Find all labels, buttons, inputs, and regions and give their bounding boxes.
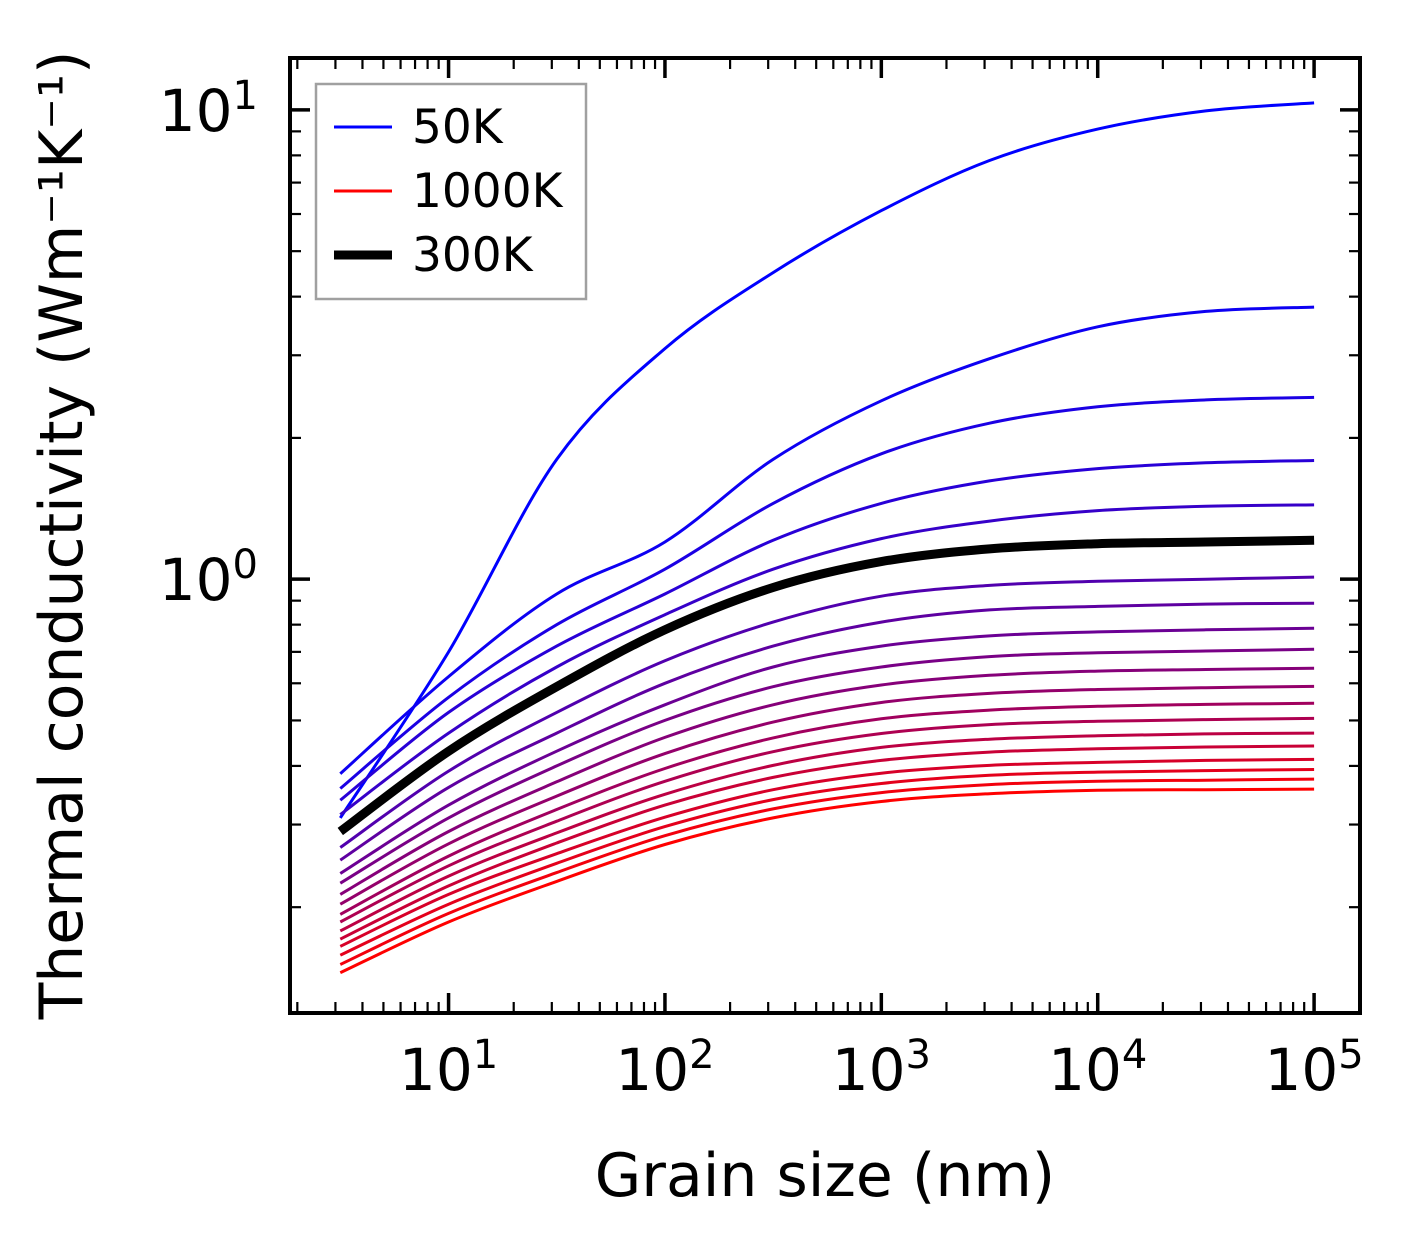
curve-950K [339,777,1315,966]
x-tick-label-1e4: 104 [1048,1032,1147,1104]
legend-label-50K: 50K [412,100,504,155]
y-axis-label: Thermal conductivity (Wm⁻¹K⁻¹) [27,51,97,1021]
legend: 50K 1000K 300K [314,82,588,301]
x-axis-label: Grain size (nm) [595,1141,1055,1211]
curve-750K [339,731,1315,933]
axes-layer [288,56,1362,1015]
x-tick-label-1e5: 105 [1264,1032,1363,1104]
legend-label-1000K: 1000K [412,164,564,219]
curve-150K [339,395,1315,790]
curve-350K [339,575,1315,849]
curve-500K [339,647,1315,885]
curve-650K [339,701,1315,916]
curve-200K [339,459,1315,802]
y-tick-label-1e1: 101 [159,73,258,145]
y-tick-label-1e0: 100 [159,542,258,614]
curve-800K [339,744,1315,941]
curve-250K [339,503,1315,816]
curve-1000K [339,787,1315,975]
legend-label-300K: 300K [412,228,534,283]
curve-450K [339,626,1315,875]
curve-900K [339,768,1315,957]
curve-50K [339,101,1315,819]
x-tick-label-1e3: 103 [832,1032,931,1104]
x-tick-label-1e1: 101 [399,1032,498,1104]
curve-700K [339,716,1315,924]
curve-300K-highlight [337,535,1315,836]
curve-400K [339,601,1315,862]
curve-100K [339,305,1315,775]
curve-550K [339,666,1315,896]
curve-600K [339,684,1315,906]
plot-border [288,56,1362,1015]
curves-layer [337,101,1315,975]
curve-850K [339,757,1315,948]
x-tick-label-1e2: 102 [615,1032,714,1104]
tick-labels-layer: 101 102 103 104 105 100 101 [159,73,1364,1104]
